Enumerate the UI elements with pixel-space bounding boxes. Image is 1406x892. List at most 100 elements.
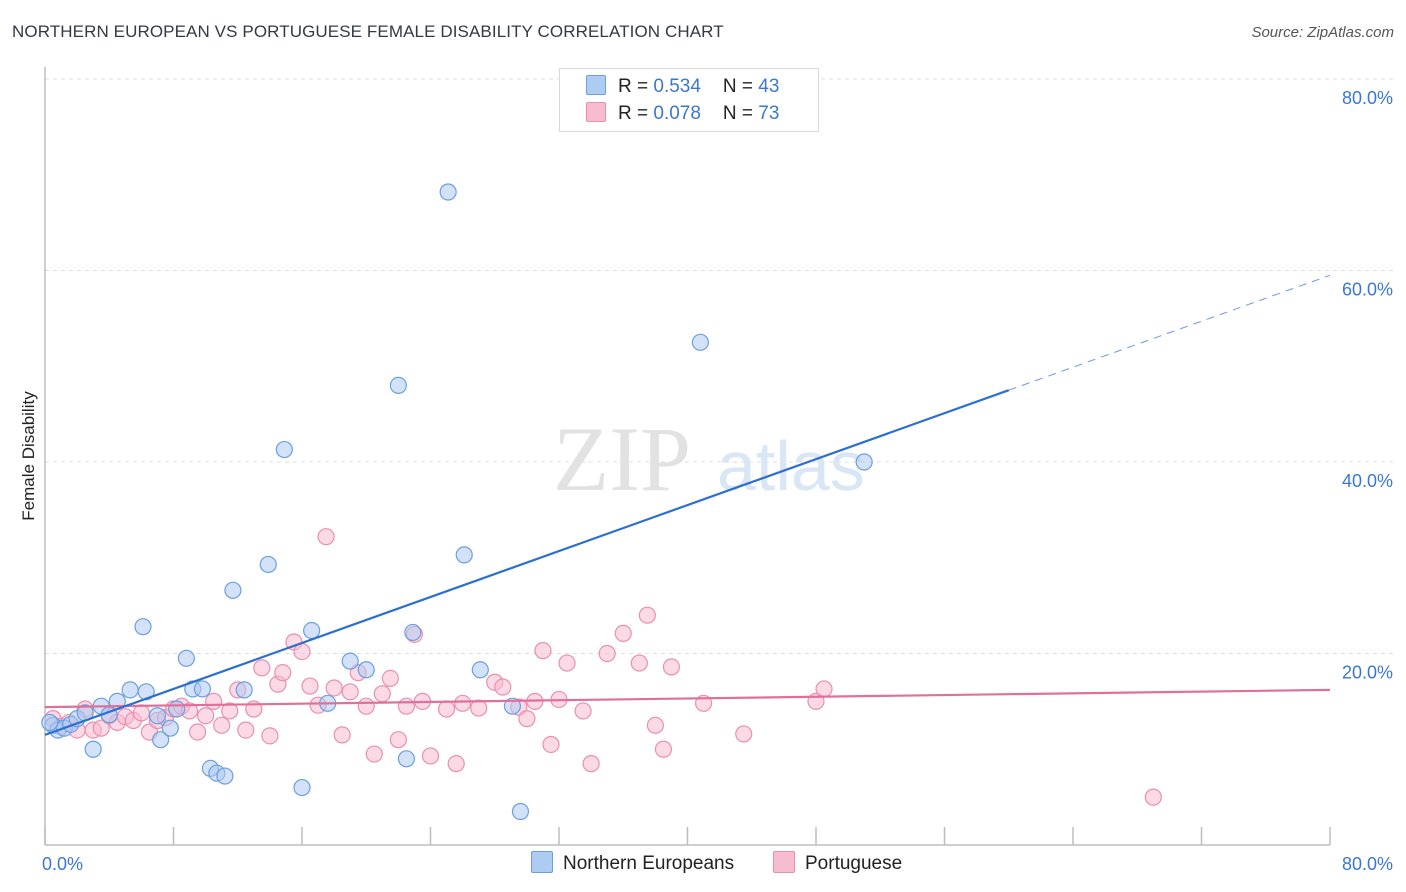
y-tick-label: 60.0%: [1342, 280, 1393, 300]
portuguese-point: [357, 697, 375, 715]
legend-row-northern-europeans: R = 0.534 N = 43: [586, 75, 779, 99]
portuguese-point: [341, 683, 359, 701]
portuguese-point: [735, 725, 753, 743]
northern-european-point: [389, 376, 407, 394]
northern-european-point: [224, 581, 242, 599]
northern-european-point: [397, 750, 416, 768]
portuguese-point: [558, 654, 576, 672]
northern-european-point: [177, 649, 195, 667]
portuguese-point: [188, 723, 207, 741]
portuguese-point: [470, 699, 488, 717]
correlation-legend: R = 0.534 N = 43 R = 0.078 N = 73: [559, 68, 819, 132]
bottom-legend-label: Portuguese: [805, 853, 903, 874]
northern-european-point: [168, 700, 186, 718]
x-tick-label-max: 80.0%: [1342, 854, 1393, 874]
northern-european-point: [134, 618, 152, 636]
trend-lines: [44, 274, 1331, 736]
northern-european-point: [41, 713, 59, 732]
portuguese-point: [542, 735, 560, 754]
watermark-atlas: atlas: [717, 427, 865, 505]
portuguese-point: [421, 747, 440, 765]
northern-european-point: [404, 623, 422, 642]
portuguese-point: [494, 678, 512, 696]
portuguese-point: [92, 719, 110, 737]
northern-european-point: [216, 767, 234, 785]
bottom-legend-portuguese: Portuguese: [773, 851, 902, 875]
portuguese-point: [598, 644, 616, 663]
portuguese-point: [574, 702, 592, 720]
portuguese-trend-line: [44, 688, 1331, 709]
northern-european-point: [121, 681, 139, 699]
legend-r-value: 0.078: [653, 103, 701, 124]
portuguese-point: [301, 677, 319, 695]
portuguese-point: [646, 716, 664, 734]
northern-european-point: [855, 453, 873, 471]
portuguese-point: [132, 704, 150, 722]
bottom-legend-swatch-pink: [773, 851, 795, 873]
watermark: ZIP atlas: [553, 408, 865, 510]
legend-n-value: 73: [758, 103, 780, 124]
y-tick-label: 80.0%: [1342, 88, 1393, 108]
northern-european-point: [148, 707, 167, 725]
northern-european-point: [293, 778, 311, 797]
portuguese-point: [237, 721, 255, 739]
northern-european-point: [357, 661, 375, 679]
northern-european-point: [455, 546, 473, 564]
northern-european-point: [341, 652, 359, 670]
portuguese-point: [614, 624, 632, 642]
portuguese-point: [317, 528, 335, 546]
northern-european-point: [152, 731, 170, 749]
portuguese-point: [638, 606, 656, 624]
portuguese-point: [1144, 788, 1162, 806]
northern-european-point: [691, 333, 709, 351]
legend-row-portuguese: R = 0.078 N = 73: [586, 102, 779, 126]
portuguese-point: [373, 685, 391, 703]
portuguese-point: [437, 700, 456, 718]
portuguese-point: [325, 679, 343, 697]
portuguese-point: [389, 731, 407, 749]
portuguese-point: [261, 727, 279, 745]
legend-swatch-blue: [586, 75, 606, 95]
portuguese-point: [447, 755, 465, 773]
northern-european-trend-extension: [1008, 274, 1331, 391]
portuguese-point: [815, 680, 833, 698]
tick-labels: 20.0% 40.0% 60.0% 80.0% 0.0% 80.0%: [42, 88, 1393, 874]
source-label: Source: ZipAtlas.com: [1251, 24, 1394, 41]
northern-european-point: [503, 697, 522, 715]
legend-swatch-pink: [586, 102, 606, 122]
legend-r-label: R =: [618, 76, 654, 97]
y-tick-label: 20.0%: [1342, 663, 1393, 683]
grid-lines: [45, 78, 1393, 654]
portuguese-point: [365, 745, 383, 763]
portuguese-point: [213, 716, 231, 734]
bottom-legend-northern-europeans: Northern Europeans: [531, 851, 734, 875]
northern-european-point: [193, 680, 212, 698]
portuguese-point: [205, 692, 223, 710]
portuguese-point: [221, 702, 239, 720]
portuguese-point: [582, 755, 600, 773]
chart-title: NORTHERN EUROPEAN VS PORTUGUESE FEMALE D…: [12, 22, 724, 41]
northern-european-point: [235, 681, 253, 699]
bottom-legend-swatch-blue: [531, 851, 553, 873]
portuguese-point: [381, 669, 399, 687]
legend-n-value: 43: [758, 76, 780, 97]
portuguese-point: [253, 659, 271, 677]
legend-r-label: R =: [618, 103, 654, 124]
portuguese-point: [534, 642, 552, 660]
northern-european-point: [161, 719, 179, 737]
northern-european-point: [303, 621, 321, 640]
northern-european-point: [275, 440, 293, 459]
northern-european-point: [439, 183, 457, 201]
northern-european-point: [259, 555, 277, 574]
portuguese-point: [454, 694, 472, 712]
legend-n-label: N =: [722, 103, 759, 124]
y-tick-label: 40.0%: [1342, 471, 1393, 491]
portuguese-point: [197, 707, 215, 725]
portuguese-point: [274, 664, 292, 682]
northern-european-trend-line: [44, 389, 1010, 736]
legend-r-value: 0.534: [653, 76, 701, 97]
portuguese-point: [662, 658, 681, 676]
portuguese-point: [654, 740, 673, 758]
watermark-zip: ZIP: [553, 408, 691, 510]
